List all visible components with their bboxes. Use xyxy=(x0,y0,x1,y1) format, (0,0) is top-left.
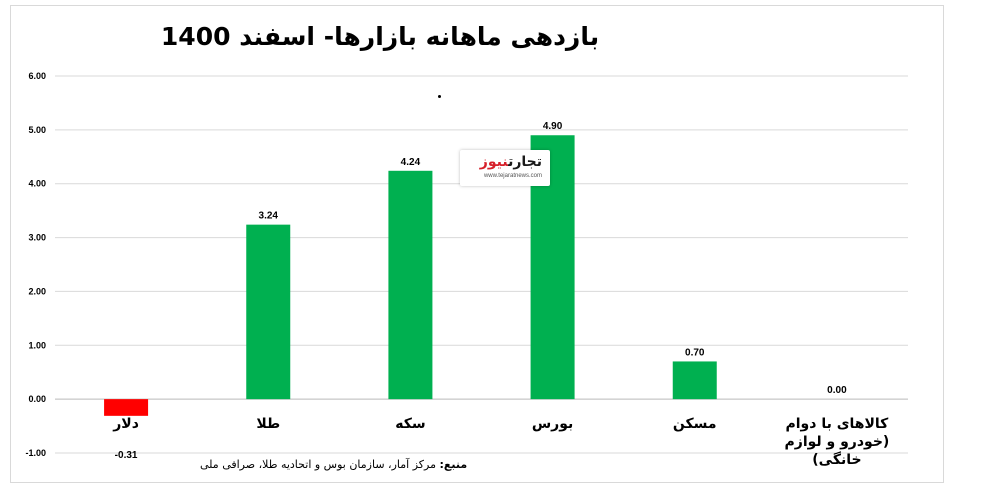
x-category-label: خانگی) xyxy=(812,451,861,468)
data-label: 4.90 xyxy=(543,121,563,132)
stray-dot xyxy=(438,95,441,98)
y-tick-label: 3.00 xyxy=(28,233,46,243)
x-category-label: دلار xyxy=(112,416,139,432)
source-note: منبع: مرکز آمار، سازمان بوس و اتحادیه طل… xyxy=(200,458,467,471)
watermark-brand-part2: نیوز xyxy=(479,154,509,170)
watermark-url: www.tejaratnews.com xyxy=(483,173,542,179)
watermark-brand-part1: تجارت xyxy=(508,154,542,170)
data-label: 0.00 xyxy=(827,385,847,396)
source-text: مرکز آمار، سازمان بوس و اتحادیه طلا، صرا… xyxy=(200,458,436,471)
bar xyxy=(388,170,433,400)
watermark-brand: تجارتنیوز xyxy=(480,154,542,170)
data-label: -0.31 xyxy=(115,450,138,461)
y-tick-label: 0.00 xyxy=(28,394,46,404)
watermark-logo: تجارتنیوز www.tejaratnews.com xyxy=(460,150,550,186)
bar xyxy=(672,361,717,400)
y-tick-label: -1.00 xyxy=(25,448,46,458)
x-category-label: بورس xyxy=(532,416,573,432)
y-tick-label: 6.00 xyxy=(28,71,46,81)
y-tick-label: 1.00 xyxy=(28,340,46,350)
y-tick-label: 2.00 xyxy=(28,286,46,296)
source-label: منبع: xyxy=(439,458,468,471)
y-tick-label: 5.00 xyxy=(28,125,46,135)
y-tick-label: 4.00 xyxy=(28,179,46,189)
x-category-label: سکه xyxy=(395,416,425,432)
data-label: 0.70 xyxy=(685,347,705,358)
data-label: 3.24 xyxy=(259,211,279,222)
x-category-label: کالاهای با دوام xyxy=(786,416,890,432)
chart-frame xyxy=(10,5,944,483)
x-category-label: (خودرو و لوازم xyxy=(785,434,890,450)
data-label: 4.24 xyxy=(401,157,421,168)
chart-title: بازدهی ماهانه بازارها- اسفند 1400 xyxy=(160,22,600,51)
x-category-label: مسکن xyxy=(673,416,717,432)
x-category-label: طلا xyxy=(256,416,280,432)
bar xyxy=(104,399,149,416)
bar xyxy=(246,224,291,400)
